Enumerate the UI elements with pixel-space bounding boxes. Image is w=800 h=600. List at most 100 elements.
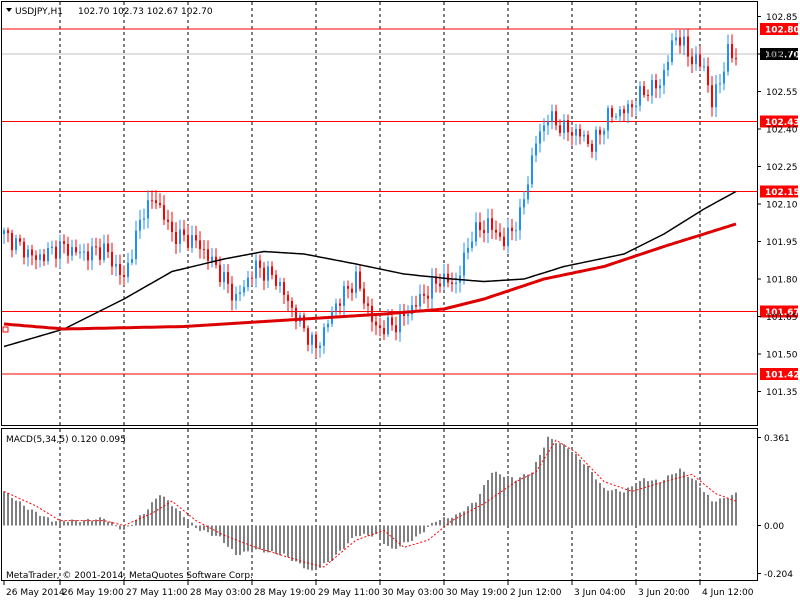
macd-bar [523,474,525,526]
macd-bar [691,478,693,526]
triangle-down-icon[interactable] [6,8,12,12]
y-tick-label: 102.10 [766,201,798,211]
macd-bar [151,502,153,526]
candle-body [203,249,205,251]
x-tick-label: 26 May 2014 [6,588,65,598]
candle-body [75,247,77,253]
macd-bar [375,525,377,535]
candle-body [191,235,193,248]
candle-body [523,199,525,208]
candle-body [607,108,609,131]
macd-bar [443,517,445,526]
candle-body [499,232,501,237]
candle-body [183,229,185,235]
candle-body [347,286,349,289]
macd-bar [291,525,293,562]
macd-bar [507,475,509,526]
candle-body [527,184,529,200]
macd-bar [471,503,473,526]
macd-bar [707,494,709,526]
candle-body [559,125,561,134]
macd-bar [91,520,93,526]
candle-body [79,252,81,254]
candle-body [43,254,45,262]
candle-body [255,260,257,279]
candle-body [619,109,621,117]
macd-bar [303,525,305,569]
macd-bar [131,524,133,526]
candle-body [547,121,549,126]
macd-bar [667,475,669,526]
candle-body [587,134,589,144]
candle-body [567,120,569,133]
candle-body [359,271,361,289]
macd-bar [223,525,225,544]
macd-bar [135,520,137,526]
candle-body [267,266,269,281]
candle-body [711,85,713,108]
candle-body [119,264,121,276]
x-tick-label: 3 Jun 04:00 [574,588,626,598]
macd-bar [183,517,185,526]
candle-body [639,86,641,106]
chart-shift-marker[interactable] [2,326,9,333]
macd-bar [243,525,245,552]
macd-bar [163,496,165,526]
macd-bar [279,525,281,556]
macd-bar [263,525,265,553]
candle-body [171,221,173,233]
macd-bar [39,515,41,526]
macd-bar [687,476,689,526]
macd-bar [255,525,257,550]
candle-body [647,95,649,97]
macd-bar [391,525,393,549]
price-axis: 102.85 102.70 102.55 102.40 102.25 102.10 101.… [757,13,798,398]
macd-bar [143,514,145,526]
y-tick-label: 102.55 [766,88,798,98]
candle-body [311,334,313,345]
macd-bar [719,498,721,526]
candle-body [295,307,297,322]
candle-body [511,227,513,231]
candle-body [519,207,521,231]
candle-body [515,230,517,232]
candle-body [723,71,725,84]
ohlc-readout: 102.70 102.73 102.67 102.70 [78,7,213,17]
macd-bar [7,492,9,526]
candle-body [243,287,245,293]
macd-bar [207,525,209,533]
macd-bar [427,525,429,527]
macd-label: MACD(5,34,5) 0.120 0.095 [6,435,126,445]
candle-body [147,200,149,219]
candle-body [3,230,5,234]
current-price-label: 102.70 [765,51,800,61]
macd-bar [323,525,325,564]
macd-bar [71,519,73,526]
candle-body [627,104,629,114]
candle-body [87,251,89,261]
macd-bar [119,525,121,530]
macd-bar [503,476,505,526]
macd-bar [35,511,37,526]
candle-body [107,243,109,253]
y-tick-label: 102.25 [766,163,798,173]
macd-tick-label: 0.361 [764,434,790,444]
macd-bar [419,525,421,534]
candle-body [179,229,181,244]
macd-bar [51,521,53,526]
candle-body [163,205,165,220]
candle-body [327,323,329,328]
candle-body [507,227,509,247]
candle-body [603,130,605,135]
macd-axis: 0.361 0.00 -0.204 [757,434,793,580]
candle-body [287,294,289,301]
candle-body [683,36,685,46]
macd-bar [395,525,397,549]
candle-body [275,274,277,286]
ma-slow-line [3,190,737,348]
candle-body [15,238,17,251]
macd-bar [231,525,233,550]
macd-bar [19,501,21,526]
symbol-dropdown[interactable] [6,8,12,12]
